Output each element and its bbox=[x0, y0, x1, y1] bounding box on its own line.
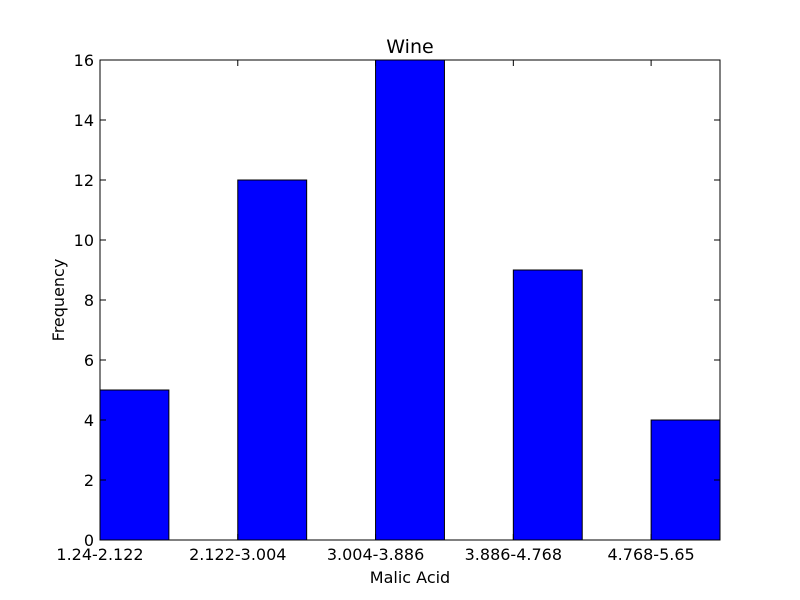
x-axis-label: Malic Acid bbox=[370, 568, 450, 587]
y-axis-label: Frequency bbox=[49, 259, 68, 342]
y-tick-label: 8 bbox=[84, 291, 94, 310]
y-tick-label: 6 bbox=[84, 351, 94, 370]
y-tick-label: 10 bbox=[74, 231, 94, 250]
x-tick-label: 4.768-5.65 bbox=[608, 545, 695, 564]
bar-4.768-5.65 bbox=[650, 419, 721, 541]
bar-1.24-2.122 bbox=[99, 389, 170, 541]
x-axis: 1.24-2.122 2.122-3.004 3.004-3.886 3.886-4.… bbox=[56, 60, 695, 564]
x-tick-label: 3.004-3.886 bbox=[327, 545, 424, 564]
bar-3.004-3.886 bbox=[375, 59, 445, 541]
y-tick-label: 0 bbox=[84, 531, 94, 550]
bars-group bbox=[99, 59, 721, 541]
bar-3.886-4.768 bbox=[512, 269, 583, 541]
chart-title: Wine bbox=[386, 36, 433, 58]
bar-2.122-3.004 bbox=[237, 179, 308, 541]
x-tick-label: 3.886-4.768 bbox=[465, 545, 562, 564]
x-tick-label: 2.122-3.004 bbox=[189, 545, 286, 564]
y-tick-label: 12 bbox=[74, 171, 94, 190]
y-axis: 0 2 4 6 8 10 12 14 16 bbox=[74, 51, 720, 550]
y-tick-label: 16 bbox=[74, 51, 94, 70]
y-tick-label: 2 bbox=[84, 471, 94, 490]
y-tick-label: 14 bbox=[74, 111, 94, 130]
x-tick-label: 1.24-2.122 bbox=[56, 545, 143, 564]
y-tick-label: 4 bbox=[84, 411, 94, 430]
